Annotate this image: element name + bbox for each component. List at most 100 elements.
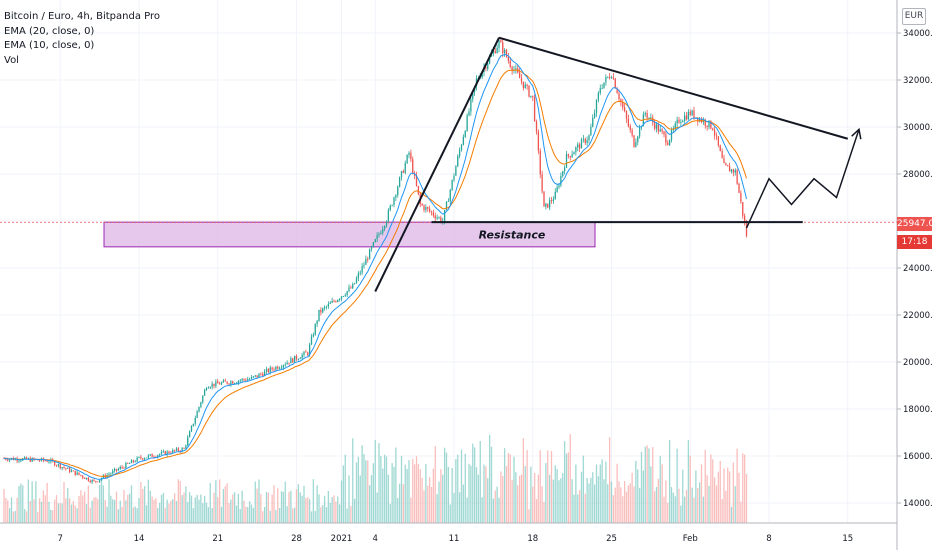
ema10-line (3, 53, 747, 480)
candle (113, 467, 116, 473)
volume-bar (438, 481, 440, 523)
candle (247, 376, 249, 381)
x-tick-label: 25 (606, 534, 617, 544)
candle (676, 116, 678, 128)
volume-bar (387, 474, 390, 523)
volume-bar (541, 486, 543, 523)
volume-bar (303, 485, 305, 523)
candle (550, 196, 553, 204)
candle (595, 99, 598, 117)
volume-bar (397, 498, 399, 523)
candle (70, 468, 73, 473)
volume-bar (697, 488, 699, 523)
candle (663, 130, 665, 138)
legend-ema20[interactable]: EMA (20, close, 0) (4, 25, 95, 37)
candle (425, 204, 427, 213)
volume-bar (143, 486, 146, 523)
time-axis[interactable]: 7 14 21 28 2021 4 11 18 25 Feb 8 15 (58, 534, 854, 544)
candle (539, 148, 541, 179)
candle (209, 386, 211, 390)
volume-bar (307, 497, 309, 523)
volume-bar (31, 481, 33, 523)
candle (447, 198, 450, 202)
candle (250, 375, 253, 380)
candle (267, 368, 270, 374)
volume-bar (698, 482, 701, 523)
volume-bar (477, 474, 480, 523)
volume-bar (573, 494, 575, 523)
volume-bar (170, 500, 172, 523)
volume-bar (44, 495, 46, 523)
candle (198, 406, 200, 413)
candle (98, 479, 101, 483)
volume-bar (267, 492, 270, 523)
volume-bar (571, 479, 573, 523)
volume-bar (490, 446, 493, 523)
x-tick-label: 7 (58, 534, 63, 544)
volume-bar (659, 456, 661, 523)
volume-bar (614, 487, 616, 523)
candle (280, 364, 283, 370)
volume-bar (601, 459, 603, 523)
candle (353, 282, 356, 285)
candle (496, 44, 498, 54)
volume-bar (533, 472, 536, 523)
volume-bar (359, 475, 361, 523)
volume-bar (250, 504, 253, 523)
volume-bar (183, 492, 185, 523)
volume-bar (121, 506, 123, 523)
volume-bar (608, 437, 611, 523)
rising-trendline[interactable] (374, 37, 500, 292)
candle (188, 430, 191, 438)
candle (337, 299, 339, 303)
volume-bar (337, 496, 339, 523)
volume-bar (305, 498, 307, 523)
candle (603, 82, 605, 89)
legend-ema10[interactable]: EMA (10, close, 0) (4, 40, 95, 51)
candle (168, 450, 170, 454)
volume-bar (297, 484, 300, 523)
candle (322, 307, 324, 314)
candle (397, 185, 399, 198)
y-tick-label: 20000.00 (903, 358, 932, 368)
volume-bar (738, 472, 740, 523)
volume-bar (46, 482, 48, 523)
volume-bar (567, 452, 570, 523)
candle (211, 381, 213, 390)
descending-trendline[interactable] (498, 36, 849, 140)
volume-bar (322, 505, 324, 523)
legend-title[interactable]: Bitcoin / Euro, 4h, Bitpanda Pro (4, 11, 160, 22)
volume-bar (76, 508, 78, 523)
volume-bar (620, 487, 622, 523)
candle (417, 185, 420, 196)
volume-bar (691, 487, 693, 523)
volume-bar (61, 503, 63, 523)
volume-bar (243, 500, 245, 523)
candle (80, 474, 82, 477)
candle (541, 170, 543, 194)
volume-bar (338, 504, 341, 523)
volume-bar (633, 486, 635, 523)
candle (205, 386, 208, 392)
volume-bar (175, 501, 178, 523)
candle (110, 472, 112, 476)
volume-bar (158, 502, 161, 523)
candle (670, 127, 673, 143)
candle (468, 108, 470, 117)
volume-bar (593, 484, 596, 523)
candle (312, 332, 315, 338)
volume-bar (85, 503, 88, 523)
volume-bar (353, 498, 356, 523)
volume-bar (203, 495, 206, 523)
volume-bar (449, 504, 451, 523)
currency-button[interactable]: EUR (902, 8, 926, 25)
volume-bar (207, 507, 210, 523)
candle (357, 271, 360, 282)
volume-bar (136, 508, 138, 523)
candle (515, 64, 517, 74)
legend-volume[interactable]: Vol (4, 54, 19, 66)
candle (380, 230, 382, 235)
candle (119, 465, 121, 470)
volume-bar (273, 485, 275, 523)
